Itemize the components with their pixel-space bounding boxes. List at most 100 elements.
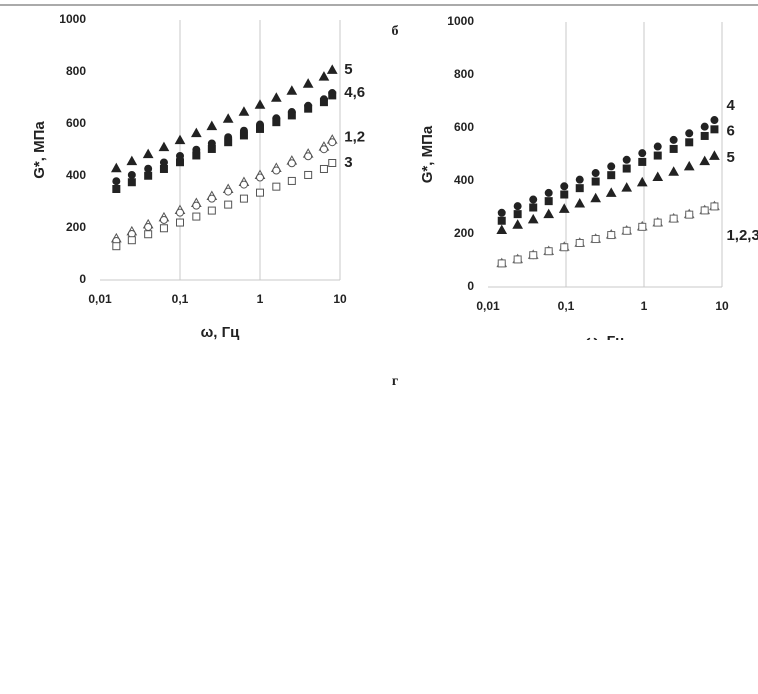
marker	[272, 182, 281, 191]
marker	[256, 124, 264, 133]
marker	[206, 120, 218, 131]
series	[497, 125, 719, 225]
marker	[192, 151, 201, 160]
marker	[683, 160, 695, 171]
marker	[328, 91, 337, 100]
marker	[192, 201, 201, 210]
marker	[669, 135, 678, 144]
marker	[144, 222, 153, 231]
x-tick-label: 0,1	[558, 299, 575, 313]
marker	[328, 159, 337, 167]
series-annotation: 5	[344, 61, 352, 78]
marker	[497, 216, 506, 225]
series-annotation: 4	[726, 97, 735, 114]
x-tick-label: 10	[715, 299, 729, 313]
marker	[544, 188, 553, 197]
marker	[286, 85, 298, 95]
marker	[638, 222, 647, 231]
marker	[668, 166, 680, 176]
marker	[272, 166, 281, 175]
marker	[287, 111, 296, 120]
marker	[158, 141, 170, 152]
marker	[190, 127, 202, 138]
marker	[699, 155, 711, 166]
marker	[144, 230, 153, 239]
marker	[638, 149, 647, 158]
y-tick-label: 600	[454, 120, 474, 134]
marker	[126, 155, 138, 166]
marker	[144, 164, 153, 173]
marker	[224, 200, 233, 209]
x-tick-label: 0,1	[172, 292, 189, 306]
marker	[529, 195, 538, 204]
marker	[543, 208, 555, 219]
marker	[127, 170, 136, 179]
marker	[224, 138, 233, 147]
series	[497, 116, 719, 217]
y-tick-label: 400	[454, 173, 474, 187]
marker	[575, 239, 584, 248]
series-annotation: 6	[726, 122, 734, 139]
series	[112, 89, 337, 186]
marker	[239, 180, 248, 189]
marker	[622, 155, 631, 164]
marker	[239, 131, 248, 140]
x-axis-label: ω, Гц	[201, 324, 241, 341]
marker	[319, 98, 328, 107]
y-tick-label: 200	[454, 226, 474, 240]
marker	[144, 171, 153, 180]
marker	[560, 243, 569, 252]
marker	[591, 177, 600, 186]
marker	[222, 113, 234, 123]
y-tick-label: 0	[467, 279, 474, 293]
y-axis-label: G*, МПа	[31, 121, 48, 179]
marker	[319, 164, 328, 173]
marker	[238, 106, 250, 116]
marker	[207, 144, 216, 153]
marker	[328, 138, 337, 147]
marker	[710, 116, 719, 125]
marker	[591, 235, 600, 244]
y-tick-label: 1000	[447, 14, 474, 28]
marker	[575, 175, 584, 184]
marker	[318, 71, 330, 81]
marker	[112, 242, 121, 251]
marker	[159, 215, 168, 224]
marker	[685, 129, 694, 138]
marker	[496, 224, 508, 235]
series-annotation: 1,2,3	[726, 227, 758, 244]
marker	[512, 219, 524, 229]
y-tick-label: 800	[66, 64, 86, 78]
y-tick-label: 800	[454, 67, 474, 81]
marker	[607, 162, 616, 171]
series-annotation: 3	[344, 154, 352, 171]
marker	[207, 206, 216, 215]
marker	[319, 145, 328, 154]
marker	[574, 198, 586, 208]
marker	[513, 255, 522, 264]
y-tick-label: 600	[66, 116, 86, 130]
marker	[513, 210, 522, 219]
marker	[256, 173, 264, 182]
series	[110, 64, 338, 173]
series-annotation: 5	[726, 149, 734, 166]
marker	[652, 171, 664, 182]
marker	[558, 203, 570, 213]
marker	[685, 210, 694, 219]
marker	[270, 92, 282, 102]
marker	[653, 218, 662, 227]
marker	[700, 206, 709, 215]
x-tick-label: 0,01	[476, 299, 500, 313]
marker	[560, 182, 569, 191]
marker	[112, 185, 121, 193]
marker	[174, 134, 186, 145]
marker	[607, 171, 616, 180]
y-tick-label: 1000	[59, 12, 86, 26]
marker	[529, 203, 538, 212]
marker	[159, 224, 168, 233]
marker	[207, 194, 216, 203]
marker	[127, 178, 136, 187]
marker	[326, 64, 338, 74]
marker	[272, 118, 281, 127]
